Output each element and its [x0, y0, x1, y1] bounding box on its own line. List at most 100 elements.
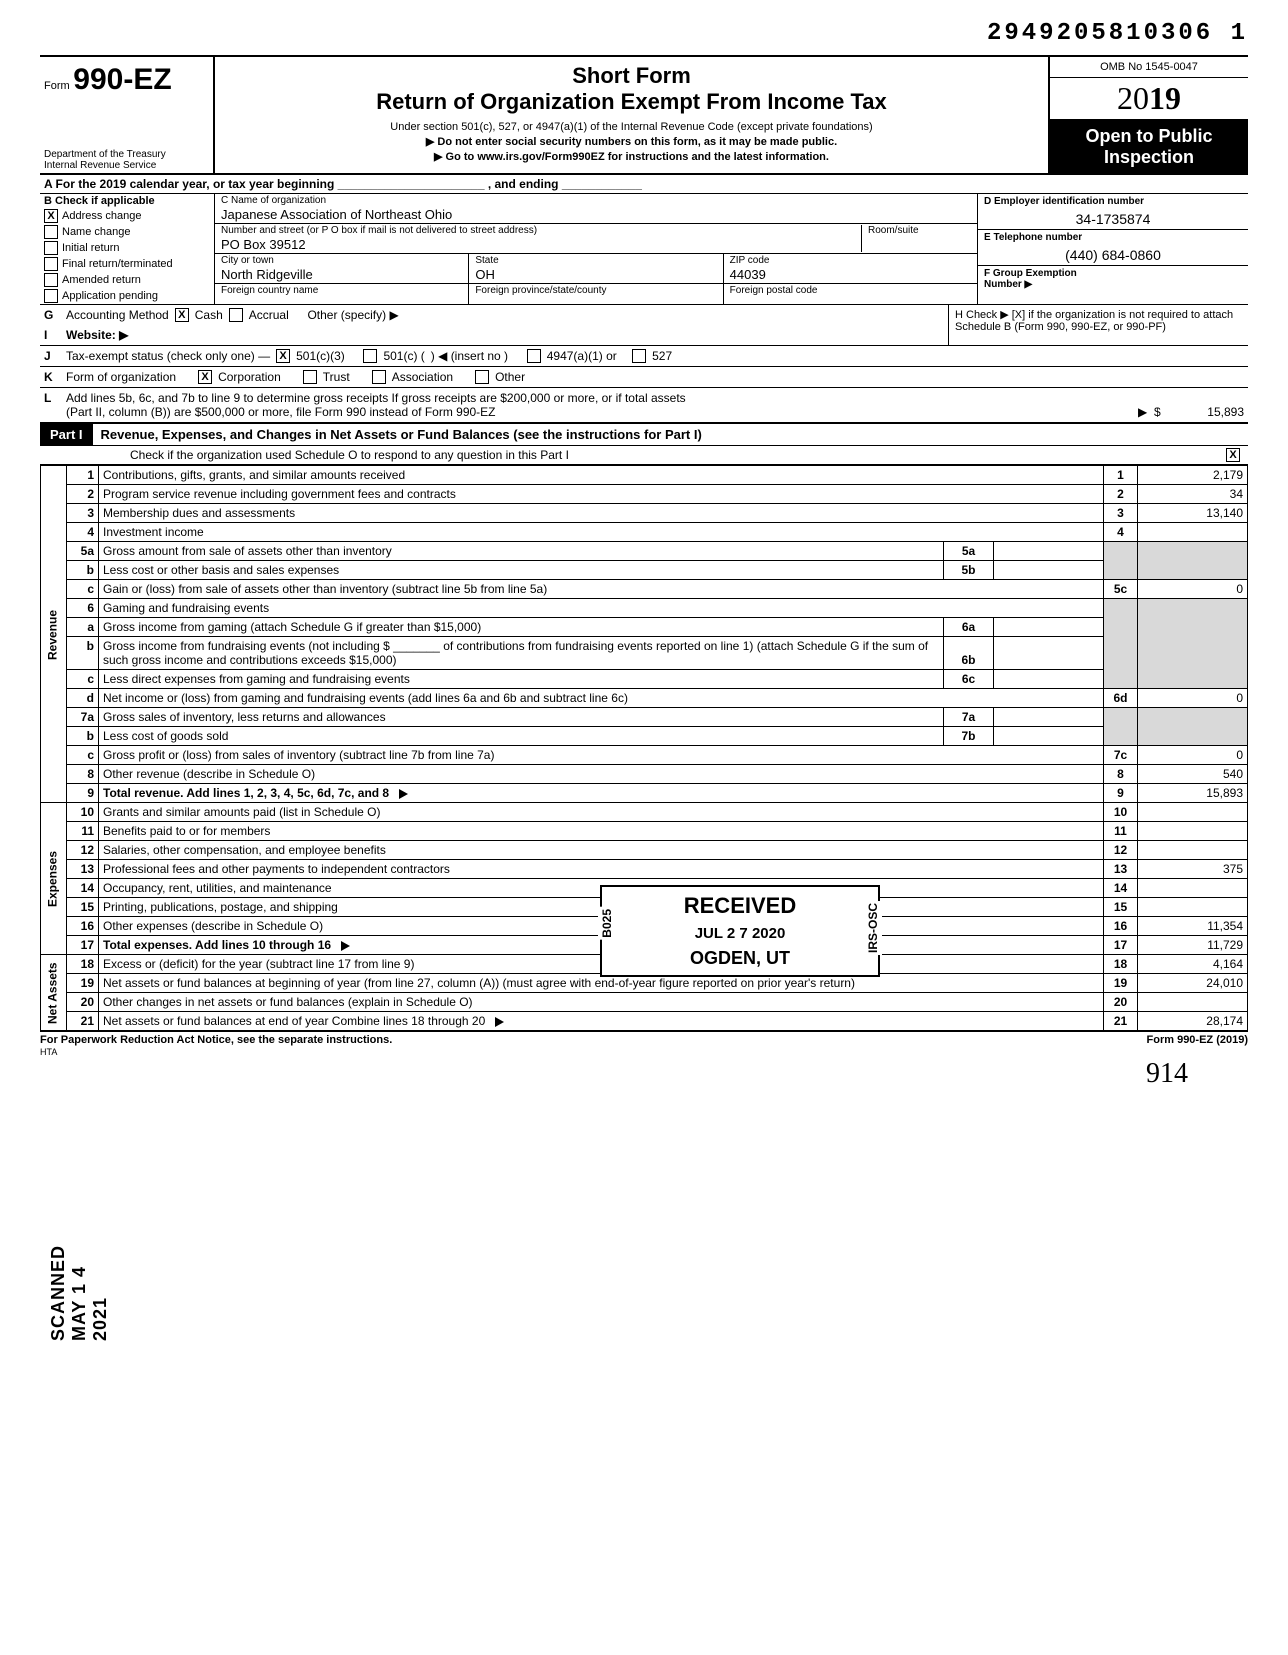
address-field: Number and street (or P O box if mail is… [215, 224, 977, 254]
phone-label: E Telephone number [984, 232, 1242, 243]
arrow-icon [341, 941, 350, 951]
line-box: 14 [1104, 879, 1138, 898]
mini-box: 5a [944, 542, 994, 561]
year-bold: 19 [1149, 80, 1181, 116]
line-num: 12 [67, 841, 99, 860]
check-label: Address change [62, 210, 142, 222]
checkbox-icon[interactable]: X [175, 308, 189, 322]
checkbox-icon[interactable] [372, 370, 386, 384]
line-amt [1138, 523, 1248, 542]
check-label: Name change [62, 226, 131, 238]
line-num: c [67, 580, 99, 599]
city-label: City or town [221, 255, 462, 266]
checkbox-icon[interactable] [44, 273, 58, 287]
line-amt: 4,164 [1138, 955, 1248, 974]
line-desc: Gross amount from sale of assets other t… [99, 542, 944, 561]
line-box: 16 [1104, 917, 1138, 936]
org-name: Japanese Association of Northeast Ohio [221, 206, 971, 222]
footer-right: Form 990-EZ (2019) [1147, 1034, 1248, 1058]
line-desc: Membership dues and assessments [99, 504, 1104, 523]
line-num: 5a [67, 542, 99, 561]
line-num: 20 [67, 993, 99, 1012]
line-box: 4 [1104, 523, 1138, 542]
line-amt [1138, 841, 1248, 860]
line-num: 9 [67, 784, 99, 803]
subtext-2: ▶ Do not enter social security numbers o… [225, 135, 1038, 148]
foreign-postal-label: Foreign postal code [730, 285, 971, 296]
line-num: 8 [67, 765, 99, 784]
line-amt: 375 [1138, 860, 1248, 879]
checkbox-icon[interactable] [44, 257, 58, 271]
line-num: 7a [67, 708, 99, 727]
line-amt [1138, 898, 1248, 917]
line-desc: Contributions, gifts, grants, and simila… [99, 466, 1104, 485]
org-name-label: C Name of organization [221, 195, 971, 206]
checkbox-icon[interactable] [229, 308, 243, 322]
checkbox-icon[interactable] [44, 225, 58, 239]
line-box: 7c [1104, 746, 1138, 765]
checkbox-icon[interactable] [363, 349, 377, 363]
checkbox-icon[interactable] [632, 349, 646, 363]
line-desc: Gross sales of inventory, less returns a… [99, 708, 944, 727]
line-desc: Gross profit or (loss) from sales of inv… [99, 746, 1104, 765]
checkbox-icon[interactable]: X [276, 349, 290, 363]
subtext-3: ▶ Go to www.irs.gov/Form990EZ for instru… [225, 150, 1038, 163]
ein-label: D Employer identification number [984, 196, 1242, 207]
part-1-title: Revenue, Expenses, and Changes in Net As… [93, 424, 1248, 445]
form-header: Form 990-EZ Department of the Treasury I… [40, 55, 1248, 175]
checkbox-icon[interactable]: X [1226, 448, 1240, 462]
checkbox-icon[interactable] [303, 370, 317, 384]
line-box: 6d [1104, 689, 1138, 708]
line-num: 15 [67, 898, 99, 917]
line-box: 11 [1104, 822, 1138, 841]
received-date: JUL 2 7 2020 [614, 925, 866, 942]
received-title: RECEIVED [614, 893, 866, 919]
corporation-label: Corporation [218, 370, 281, 384]
row-h: H Check ▶ [X] if the organization is not… [948, 305, 1248, 345]
line-box: 20 [1104, 993, 1138, 1012]
line-desc: Benefits paid to or for members [99, 822, 1104, 841]
group-exemption-field: F Group Exemption Number ▶ [978, 266, 1248, 304]
accounting-method-label: Accounting Method [66, 308, 169, 322]
line-num: 11 [67, 822, 99, 841]
title-main: Return of Organization Exempt From Incom… [225, 89, 1038, 115]
checkbox-icon[interactable] [44, 289, 58, 303]
col-b: B Check if applicable XAddress change Na… [40, 194, 215, 304]
checkbox-icon[interactable] [475, 370, 489, 384]
address-label: Number and street (or P O box if mail is… [221, 225, 861, 236]
checkbox-icon[interactable] [44, 241, 58, 255]
line-amt: 28,174 [1138, 1012, 1248, 1031]
city-state-zip: City or townNorth Ridgeville StateOH ZIP… [215, 254, 977, 284]
line-desc: Gaming and fundraising events [99, 599, 1104, 618]
line-num: 21 [67, 1012, 99, 1031]
row-k: K Form of organization XCorporation Trus… [40, 367, 1248, 388]
foreign-country-label: Foreign country name [221, 285, 462, 296]
line-amt [1138, 993, 1248, 1012]
line-num: d [67, 689, 99, 708]
header-left: Form 990-EZ Department of the Treasury I… [40, 57, 215, 173]
open-line-1: Open to Public [1052, 126, 1246, 147]
line-num: 18 [67, 955, 99, 974]
line-box: 9 [1104, 784, 1138, 803]
open-to-public: Open to Public Inspection [1050, 120, 1248, 173]
checkbox-icon[interactable] [527, 349, 541, 363]
tax-year: 2019 [1050, 78, 1248, 120]
line-num: 2 [67, 485, 99, 504]
line-desc: Investment income [99, 523, 1104, 542]
mini-box: 7a [944, 708, 994, 727]
footer-hta: HTA [40, 1047, 57, 1057]
checkbox-icon[interactable]: X [44, 209, 58, 223]
insert-no-label: ) ◀ (insert no ) [431, 349, 508, 363]
checkbox-icon[interactable]: X [198, 370, 212, 384]
association-label: Association [392, 370, 453, 384]
line-desc: Less cost of goods sold [99, 727, 944, 746]
col-de: D Employer identification number 34-1735… [978, 194, 1248, 304]
zip-label: ZIP code [730, 255, 971, 266]
line-num: 13 [67, 860, 99, 879]
row-g: G Accounting Method XCash Accrual Other … [40, 305, 948, 325]
cash-label: Cash [195, 308, 223, 322]
dept-block: Department of the Treasury Internal Reve… [44, 149, 209, 171]
state-label: State [475, 255, 716, 266]
col-c: C Name of organization Japanese Associat… [215, 194, 978, 304]
header-mid: Short Form Return of Organization Exempt… [215, 57, 1048, 173]
